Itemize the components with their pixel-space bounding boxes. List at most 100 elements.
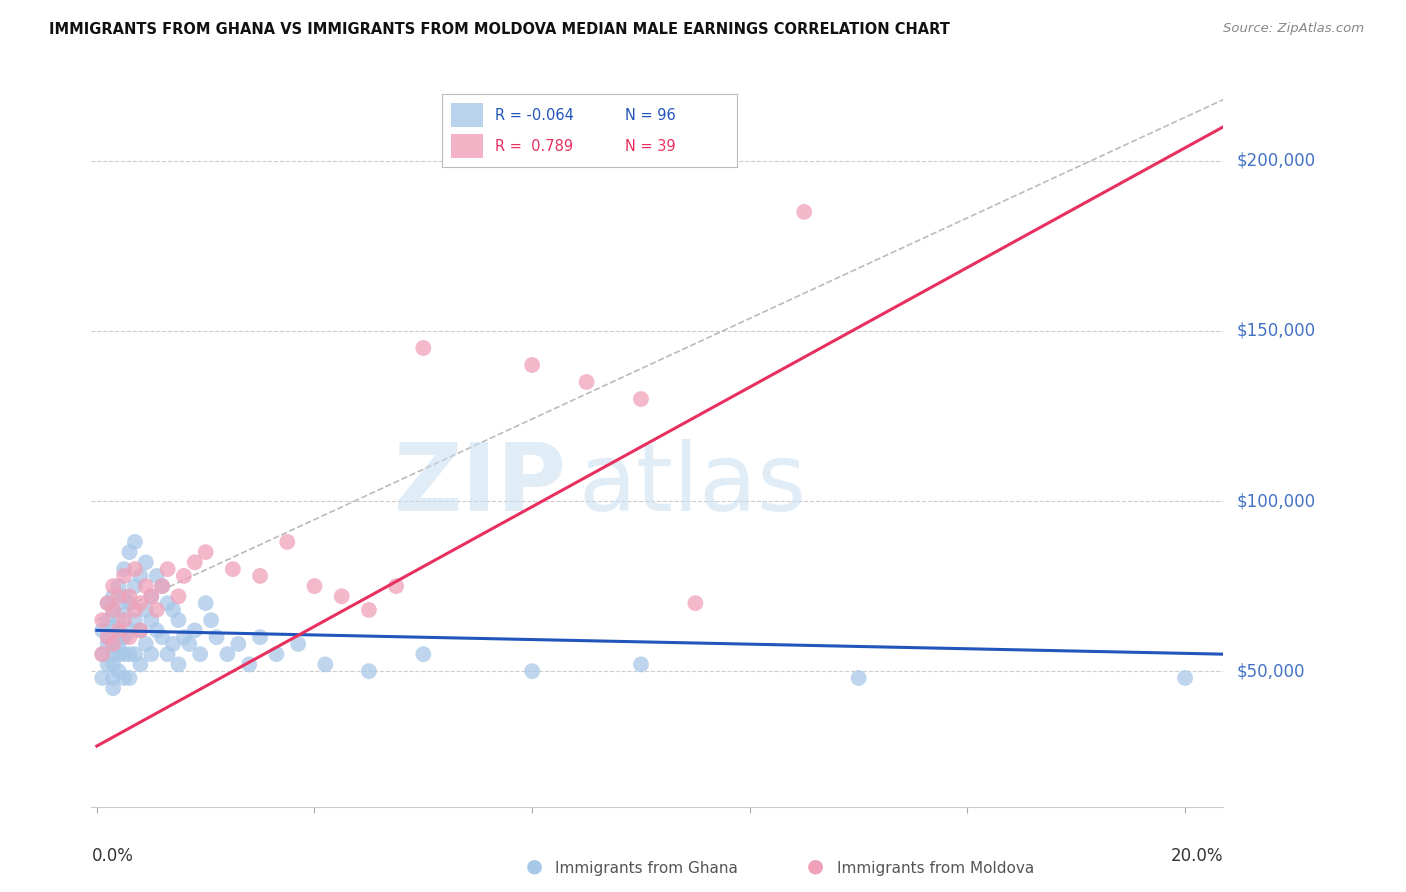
Point bbox=[167, 657, 190, 672]
Point bbox=[112, 613, 135, 627]
Point bbox=[107, 647, 129, 661]
Point bbox=[101, 579, 124, 593]
Point bbox=[793, 205, 815, 219]
Point bbox=[107, 579, 129, 593]
Text: Source: ZipAtlas.com: Source: ZipAtlas.com bbox=[1223, 22, 1364, 36]
Point bbox=[226, 637, 249, 651]
Point bbox=[150, 630, 173, 644]
Point bbox=[118, 545, 141, 559]
Point bbox=[112, 647, 135, 661]
Point bbox=[124, 603, 146, 617]
Point bbox=[184, 624, 207, 638]
Point bbox=[97, 637, 120, 651]
Point bbox=[107, 613, 129, 627]
Point bbox=[287, 637, 309, 651]
Point bbox=[575, 375, 598, 389]
Text: 0.0%: 0.0% bbox=[91, 847, 134, 865]
Point bbox=[112, 671, 135, 685]
Point bbox=[630, 392, 652, 406]
Point bbox=[118, 630, 141, 644]
Point bbox=[124, 647, 146, 661]
Point bbox=[238, 657, 260, 672]
Point bbox=[1174, 671, 1197, 685]
Point bbox=[357, 603, 380, 617]
Point bbox=[630, 657, 652, 672]
Point bbox=[520, 358, 543, 372]
Point bbox=[173, 630, 195, 644]
Point bbox=[217, 647, 239, 661]
Point bbox=[194, 545, 217, 559]
Point bbox=[200, 613, 222, 627]
Point bbox=[685, 596, 707, 610]
Point bbox=[101, 671, 124, 685]
Point bbox=[129, 596, 152, 610]
Text: $50,000: $50,000 bbox=[1237, 662, 1306, 681]
Point bbox=[129, 624, 152, 638]
Point bbox=[385, 579, 408, 593]
Point bbox=[167, 613, 190, 627]
Point bbox=[162, 603, 184, 617]
Point bbox=[91, 647, 114, 661]
Point bbox=[304, 579, 326, 593]
Point bbox=[205, 630, 228, 644]
Point bbox=[141, 590, 163, 604]
Point bbox=[97, 630, 120, 644]
Point bbox=[101, 603, 124, 617]
Point bbox=[112, 630, 135, 644]
Point bbox=[112, 562, 135, 576]
Point bbox=[135, 555, 157, 569]
Text: $200,000: $200,000 bbox=[1237, 152, 1316, 169]
Text: atlas: atlas bbox=[578, 440, 806, 532]
Point bbox=[107, 664, 129, 678]
Point bbox=[118, 624, 141, 638]
Point bbox=[141, 647, 163, 661]
Point bbox=[266, 647, 288, 661]
Point bbox=[520, 664, 543, 678]
Text: 20.0%: 20.0% bbox=[1171, 847, 1223, 865]
Point bbox=[145, 569, 167, 583]
Point bbox=[91, 647, 114, 661]
Point bbox=[101, 681, 124, 696]
Point bbox=[118, 596, 141, 610]
Point bbox=[848, 671, 870, 685]
Point bbox=[91, 671, 114, 685]
Point bbox=[173, 569, 195, 583]
Point bbox=[135, 603, 157, 617]
Point bbox=[97, 630, 120, 644]
Text: Immigrants from Moldova: Immigrants from Moldova bbox=[837, 861, 1033, 876]
Point bbox=[101, 620, 124, 634]
Point bbox=[97, 657, 120, 672]
Point bbox=[124, 613, 146, 627]
Point bbox=[184, 555, 207, 569]
Point bbox=[97, 596, 120, 610]
Point bbox=[118, 671, 141, 685]
Point bbox=[194, 596, 217, 610]
Point bbox=[150, 579, 173, 593]
Point bbox=[101, 637, 124, 651]
Point bbox=[156, 647, 179, 661]
Point bbox=[188, 647, 211, 661]
Point bbox=[107, 590, 129, 604]
Point bbox=[249, 630, 271, 644]
Text: ZIP: ZIP bbox=[394, 440, 567, 532]
Point bbox=[101, 637, 124, 651]
Point bbox=[412, 647, 434, 661]
Point bbox=[314, 657, 336, 672]
Point bbox=[162, 637, 184, 651]
Point bbox=[112, 590, 135, 604]
Point bbox=[101, 603, 124, 617]
Point bbox=[129, 624, 152, 638]
Point bbox=[91, 613, 114, 627]
Text: $150,000: $150,000 bbox=[1237, 322, 1316, 340]
Point bbox=[101, 590, 124, 604]
Point bbox=[118, 590, 141, 604]
Point bbox=[112, 569, 135, 583]
Point bbox=[107, 637, 129, 651]
Point bbox=[276, 535, 298, 549]
Point bbox=[412, 341, 434, 355]
Point bbox=[249, 569, 271, 583]
Point bbox=[118, 647, 141, 661]
Point bbox=[129, 569, 152, 583]
Point bbox=[101, 657, 124, 672]
Point bbox=[91, 624, 114, 638]
